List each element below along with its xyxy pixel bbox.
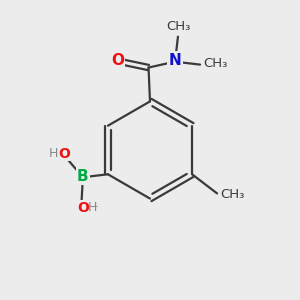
Text: ·: · (95, 201, 99, 214)
Text: O: O (77, 201, 89, 214)
Text: O: O (58, 147, 70, 161)
Text: CH₃: CH₃ (167, 20, 191, 33)
Text: CH₃: CH₃ (220, 188, 244, 201)
Text: H: H (88, 201, 97, 214)
Text: O: O (111, 53, 124, 68)
Text: N: N (169, 53, 182, 68)
Text: CH₃: CH₃ (204, 57, 228, 70)
Text: B: B (77, 169, 89, 184)
Text: H: H (49, 147, 58, 160)
